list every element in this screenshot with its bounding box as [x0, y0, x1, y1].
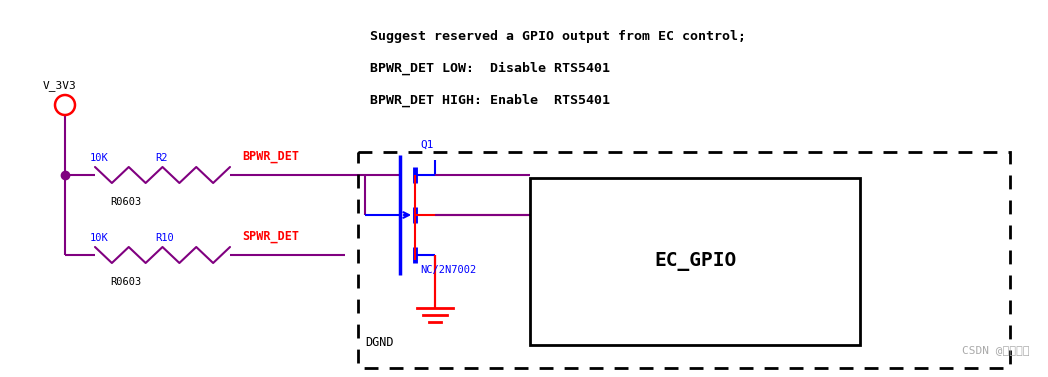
- Bar: [530, 178, 860, 345]
- Text: EC_GPIO: EC_GPIO: [654, 252, 736, 271]
- Bar: [358, 152, 1010, 368]
- Text: BPWR_DET: BPWR_DET: [242, 150, 299, 163]
- Text: 10K: 10K: [90, 233, 109, 243]
- Text: V_3V3: V_3V3: [43, 80, 77, 91]
- Text: NC/2N7002: NC/2N7002: [420, 265, 476, 275]
- Text: BPWR_DET LOW:  Disable RTS5401: BPWR_DET LOW: Disable RTS5401: [370, 62, 610, 75]
- Text: R0603: R0603: [110, 277, 141, 287]
- Text: DGND: DGND: [365, 336, 393, 349]
- Text: CSDN @医疗电子: CSDN @医疗电子: [962, 345, 1030, 355]
- Text: 10K: 10K: [90, 153, 109, 163]
- Text: R0603: R0603: [110, 197, 141, 207]
- Text: SPWR_DET: SPWR_DET: [242, 230, 299, 243]
- Text: BPWR_DET HIGH: Enable  RTS5401: BPWR_DET HIGH: Enable RTS5401: [370, 94, 610, 107]
- Text: Suggest reserved a GPIO output from EC control;: Suggest reserved a GPIO output from EC c…: [370, 30, 746, 43]
- Text: R10: R10: [155, 233, 174, 243]
- Text: Q1: Q1: [420, 140, 434, 150]
- Text: R2: R2: [155, 153, 168, 163]
